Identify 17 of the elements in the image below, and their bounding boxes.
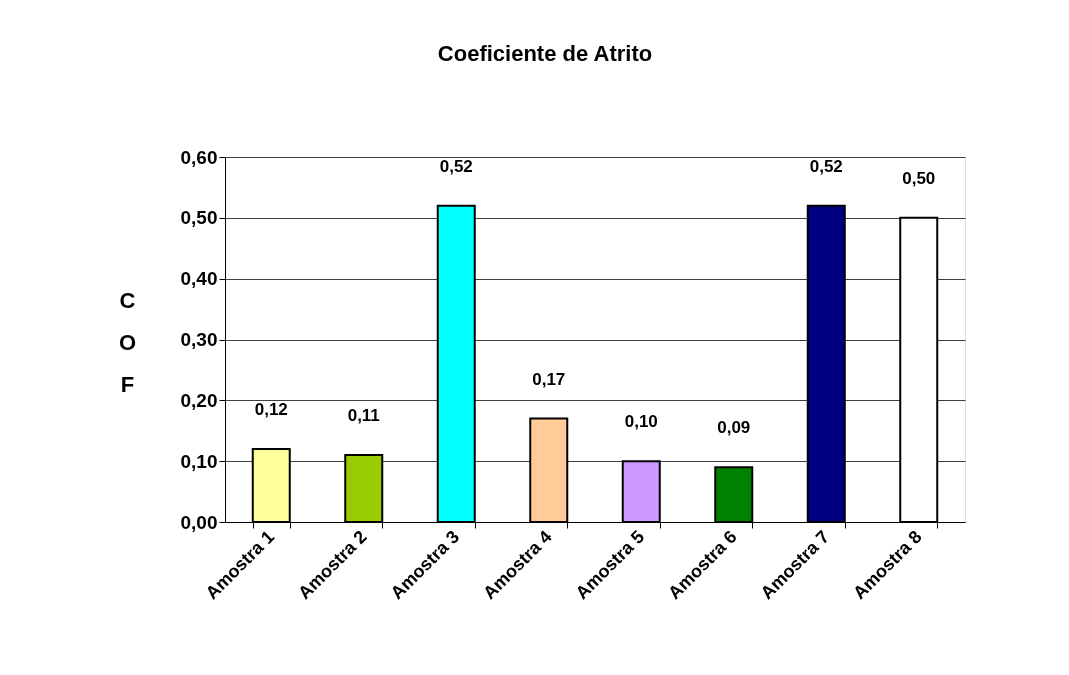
- data-label: 0,52: [809, 156, 843, 176]
- data-label: 0,52: [439, 156, 473, 176]
- data-label: 0,11: [347, 406, 380, 426]
- y-tick-label: 0,00: [180, 511, 218, 533]
- y-tick-label: 0,10: [180, 450, 218, 472]
- y-tick-label: 0,60: [180, 146, 218, 168]
- y-tick-label: 0,40: [180, 268, 218, 290]
- data-label: 0,50: [902, 168, 936, 188]
- data-label: 0,12: [254, 400, 288, 419]
- y-tick-label: 0,20: [180, 389, 218, 411]
- data-label: 0,09: [717, 418, 751, 438]
- y-tick-label: 0,50: [180, 207, 218, 229]
- chart-title: Coeficiente de Atrito: [437, 41, 653, 66]
- data-label: 0,10: [624, 412, 658, 432]
- y-axis-title: COF: [118, 287, 137, 397]
- data-label: 0,17: [532, 369, 566, 389]
- y-tick-label: 0,30: [180, 329, 218, 350]
